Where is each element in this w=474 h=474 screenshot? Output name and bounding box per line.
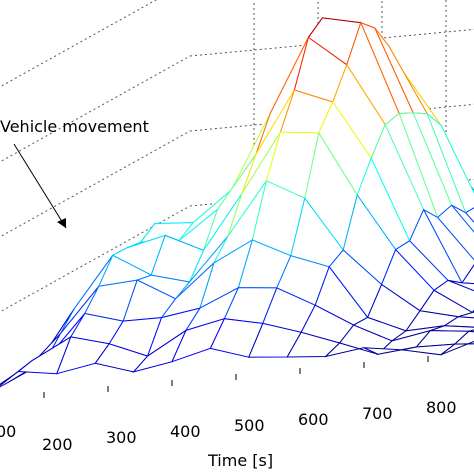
surface-cell	[453, 330, 474, 345]
surface-cell	[461, 264, 474, 285]
x-tick-label: 400	[170, 422, 201, 441]
grid-line	[189, 28, 474, 57]
x-tick-label: 00	[0, 422, 16, 441]
grid-line	[0, 55, 191, 163]
grid-line	[0, 0, 157, 88]
annotation-vehicle-movement: Vehicle movement	[0, 117, 149, 136]
x-tick-label: 600	[298, 410, 329, 429]
x-tick-label: 200	[42, 435, 73, 454]
surface-cell	[458, 311, 474, 319]
annotation-arrow	[13, 143, 67, 229]
surface-mesh	[0, 17, 474, 388]
x-tick-labels: 00 200 300 400 500 600 700 800	[0, 398, 457, 454]
surface-cell	[440, 340, 474, 356]
x-tick-label: 300	[106, 428, 137, 447]
grid-line	[0, 130, 191, 238]
axes-box	[43, 356, 429, 398]
x-tick-label: 700	[362, 404, 393, 423]
x-tick-label: 800	[426, 398, 457, 417]
surface-cell	[464, 207, 474, 224]
x-tick-label: 500	[234, 416, 265, 435]
x-axis-label: Time [s]	[207, 451, 273, 470]
